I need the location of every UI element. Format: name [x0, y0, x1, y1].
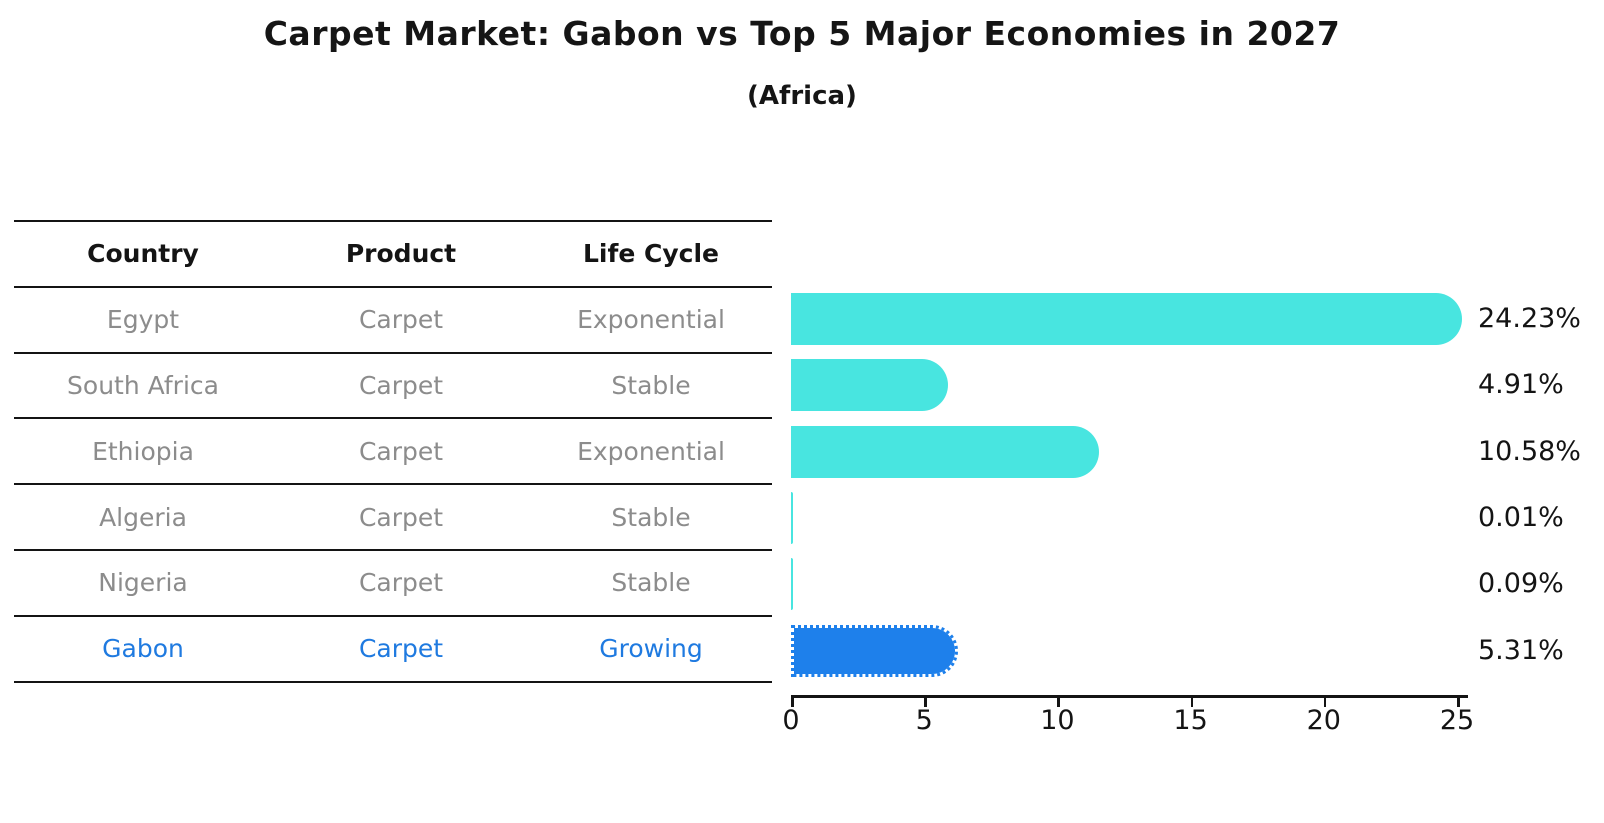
value-label-south-africa: 4.91%	[1478, 369, 1564, 401]
x-tick-mark-10	[1057, 698, 1060, 707]
bar-nigeria	[791, 558, 794, 611]
value-label-ethiopia: 10.58%	[1478, 435, 1581, 467]
x-tick-label-25: 25	[1439, 705, 1475, 736]
x-tick-mark-5	[924, 698, 927, 707]
cell-life-cycle: Exponential	[577, 305, 725, 335]
table-body: Egypt Carpet Exponential South Africa Carpet…	[14, 288, 772, 683]
table-row-gabon: Gabon Carpet Growing	[14, 617, 772, 683]
x-tick-label-20: 20	[1306, 705, 1341, 736]
bar-egypt	[791, 293, 1463, 346]
cell-country: Nigeria	[98, 568, 188, 598]
cell-product: Carpet	[358, 370, 444, 400]
cell-life-cycle: Stable	[611, 370, 691, 400]
cell-life-cycle: Stable	[611, 568, 691, 598]
cell-product: Carpet	[358, 634, 444, 664]
table-row-algeria: Algeria Carpet Stable	[14, 485, 772, 551]
column-header-country: Country	[87, 239, 199, 269]
cell-product: Carpet	[358, 436, 444, 466]
cell-life-cycle: Growing	[599, 634, 703, 664]
cell-country: Ethiopia	[92, 436, 194, 466]
cell-country: Algeria	[99, 502, 187, 532]
cell-product: Carpet	[358, 305, 444, 335]
table-row-nigeria: Nigeria Carpet Stable	[14, 551, 772, 617]
chart-subtitle: (Africa)	[747, 81, 857, 111]
x-tick-label-5: 5	[915, 705, 933, 736]
table-row-egypt: Egypt Carpet Exponential	[14, 288, 772, 354]
table-header-row: Country Product Life Cycle	[14, 222, 772, 288]
column-header-life-cycle: Life Cycle	[582, 239, 720, 269]
country-table: Country Product Life Cycle Egypt Carpet Ex…	[14, 220, 772, 683]
cell-product: Carpet	[358, 502, 444, 532]
value-label-algeria: 0.01%	[1478, 502, 1564, 534]
bar-south-africa	[791, 359, 948, 412]
table-row-ethiopia: Ethiopia Carpet Exponential	[14, 419, 772, 486]
cell-life-cycle: Stable	[611, 502, 691, 532]
x-axis	[791, 695, 1468, 698]
x-tick-label-0: 0	[782, 705, 800, 736]
table-row-south-africa: South Africa Carpet Stable	[14, 354, 772, 420]
column-header-product: Product	[345, 239, 457, 269]
cell-country: South Africa	[67, 370, 219, 400]
cell-product: Carpet	[358, 568, 444, 598]
x-tick-mark-15	[1190, 698, 1194, 707]
bar-algeria	[791, 492, 793, 545]
x-tick-mark-25	[1457, 698, 1460, 707]
cell-country: Gabon	[102, 634, 184, 664]
x-tick-mark-20	[1323, 698, 1327, 707]
cell-life-cycle: Exponential	[577, 436, 725, 466]
x-tick-mark-0	[791, 698, 794, 707]
bar-gabon	[791, 624, 959, 677]
cell-country: Egypt	[106, 305, 180, 335]
value-label-nigeria: 0.09%	[1478, 568, 1564, 600]
value-label-egypt: 24.23%	[1478, 303, 1581, 335]
bar-ethiopia	[791, 425, 1099, 478]
chart-title: Carpet Market: Gabon vs Top 5 Major Econ…	[263, 14, 1341, 53]
x-tick-label-10: 10	[1040, 705, 1075, 736]
value-label-gabon: 5.31%	[1478, 634, 1564, 666]
x-tick-label-15: 15	[1173, 705, 1208, 736]
